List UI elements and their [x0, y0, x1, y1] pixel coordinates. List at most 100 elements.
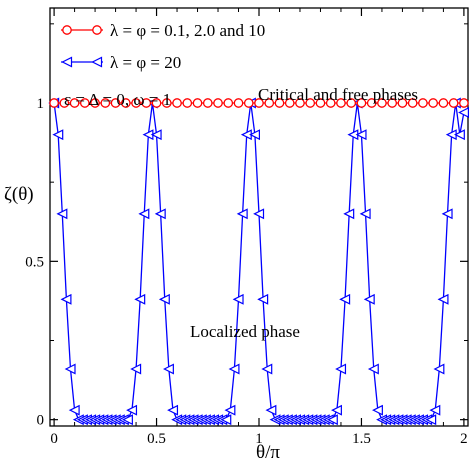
legend-marker: [91, 56, 103, 68]
data-point: [141, 98, 152, 108]
data-point: [243, 98, 254, 108]
y-tick-label: 1: [37, 96, 45, 112]
data-point: [161, 98, 172, 108]
data-point: [326, 414, 338, 426]
data-point: [346, 98, 357, 108]
series-layer: [48, 97, 470, 426]
data-point: [458, 107, 470, 118]
y-tick-label: 0: [37, 413, 45, 429]
data-point: [274, 98, 285, 108]
y-tick-label: 0.5: [25, 254, 44, 270]
legend-marker: [61, 56, 73, 68]
data-point: [253, 208, 265, 220]
data-point: [202, 98, 213, 108]
legend-marker: [62, 25, 72, 35]
data-point: [228, 363, 240, 375]
data-point: [120, 98, 131, 108]
data-point: [79, 98, 90, 108]
data-point: [68, 404, 80, 416]
data-point: [265, 404, 277, 416]
data-point: [60, 293, 72, 305]
data-point: [192, 98, 203, 108]
data-point: [336, 98, 346, 108]
data-point: [284, 98, 295, 108]
data-point: [331, 404, 342, 416]
data-point: [138, 208, 150, 220]
data-point: [429, 404, 441, 416]
legend-label: λ = φ = 0.1, 2.0 and 10: [110, 21, 265, 40]
x-tick-label: 1.5: [352, 431, 371, 447]
data-point: [305, 98, 316, 108]
data-point: [134, 293, 146, 305]
data-point: [418, 98, 428, 108]
data-point: [126, 404, 138, 416]
data-point: [100, 98, 111, 108]
params-annotation: ε = Δ = 0, ω = 1: [64, 90, 171, 109]
data-point: [59, 98, 70, 108]
legend-entry-1: λ = φ = 0.1, 2.0 and 10: [61, 21, 265, 40]
data-point: [254, 98, 264, 108]
legend-marker: [92, 25, 102, 35]
data-point: [172, 98, 182, 108]
data-point: [355, 129, 367, 141]
data-point: [49, 98, 59, 108]
data-point: [223, 98, 234, 108]
x-axis-title: θ/π: [256, 442, 280, 463]
data-point: [232, 293, 244, 305]
data-point: [182, 98, 193, 108]
data-point: [52, 129, 64, 141]
data-point: [264, 98, 275, 108]
data-point: [397, 98, 408, 108]
data-point: [151, 98, 162, 108]
data-point: [90, 98, 100, 108]
data-point: [363, 293, 375, 305]
data-point: [359, 208, 371, 220]
series-2: [48, 97, 470, 426]
data-point: [325, 98, 336, 108]
critical-free-annotation: Critical and free phases: [258, 85, 418, 104]
data-point: [64, 363, 76, 375]
x-tick-label: 0: [50, 431, 58, 447]
data-point: [236, 208, 248, 220]
data-point: [448, 98, 459, 108]
data-point: [163, 363, 174, 375]
data-point: [150, 129, 162, 141]
data-point: [220, 414, 232, 426]
data-point: [343, 208, 355, 220]
legend: λ = φ = 0.1, 2.0 and 10 λ = φ = 20: [61, 21, 265, 72]
x-tick-label: 0.5: [147, 431, 166, 447]
data-point: [366, 98, 377, 108]
data-point: [69, 98, 80, 108]
data-point: [453, 129, 465, 141]
x-tick-label: 2: [460, 431, 468, 447]
y-axis-title: ζ(θ): [4, 184, 34, 205]
data-point: [261, 363, 273, 375]
data-point: [158, 293, 170, 305]
data-point: [433, 363, 445, 375]
data-point: [372, 404, 383, 416]
data-point: [428, 98, 439, 108]
data-point: [257, 293, 269, 305]
data-point: [213, 98, 223, 108]
data-point: [438, 98, 449, 108]
data-point: [339, 293, 351, 305]
legend-entry-2: λ = φ = 20: [61, 53, 181, 72]
data-point: [459, 98, 469, 108]
data-point: [425, 414, 437, 426]
data-point: [122, 414, 133, 426]
data-point: [131, 98, 141, 108]
data-point: [224, 404, 236, 416]
data-point: [249, 129, 261, 141]
data-point: [154, 208, 166, 220]
data-point: [407, 98, 418, 108]
localized-annotation: Localized phase: [190, 322, 300, 341]
x-tick-label: 1: [255, 431, 263, 447]
series-1: [49, 98, 469, 108]
data-point: [130, 363, 142, 375]
data-point: [437, 293, 449, 305]
data-point: [367, 363, 379, 375]
legend-label: λ = φ = 20: [110, 53, 181, 72]
data-point: [295, 98, 305, 108]
data-point: [441, 208, 453, 220]
